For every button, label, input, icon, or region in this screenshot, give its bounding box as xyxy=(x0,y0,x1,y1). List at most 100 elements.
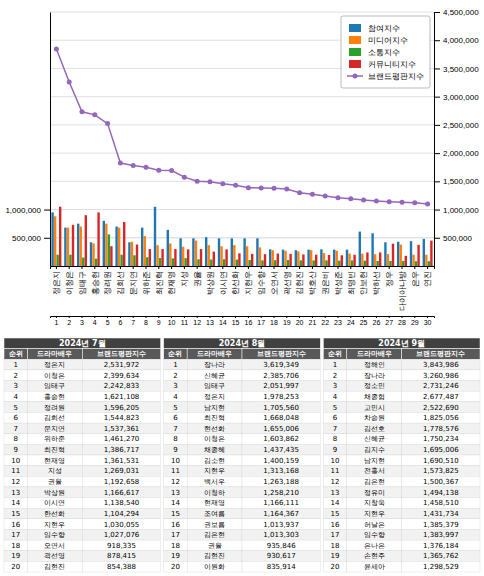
table-cell xyxy=(323,359,347,370)
tick: 500,000 xyxy=(434,234,472,243)
tick: 28 xyxy=(398,316,406,326)
table-cell-text: 2 xyxy=(173,372,177,380)
table-cell xyxy=(402,359,480,370)
table-cell xyxy=(82,476,160,487)
tick: 19 xyxy=(283,316,291,326)
tick-label: 은우 xyxy=(411,271,420,287)
grid-line xyxy=(50,153,434,154)
tick-label: 박성준 xyxy=(334,271,343,295)
bar xyxy=(417,245,419,266)
tick-label: 지성 xyxy=(180,271,189,287)
table-cell-text: 백서우 xyxy=(204,478,225,486)
table-cell xyxy=(28,402,83,413)
table-cell xyxy=(347,498,402,509)
tick-label: 2 xyxy=(67,319,71,326)
bar xyxy=(366,252,368,266)
table-cell-text: 1,825,056 xyxy=(423,414,459,422)
table-cell-text: 1,461,270 xyxy=(104,435,140,443)
table-cell xyxy=(347,423,402,434)
table-cell-text: 김선호 xyxy=(364,425,385,433)
table-cell-text: 지성 xyxy=(48,467,62,475)
legend-swatch xyxy=(353,74,358,79)
legend-label: 소통지수 xyxy=(368,48,400,57)
table-cell-text: 1,458,510 xyxy=(423,499,459,507)
table-cell xyxy=(402,487,480,498)
tick: 연진 xyxy=(423,266,432,287)
tick-mark xyxy=(69,266,70,269)
table-cell xyxy=(347,508,402,519)
table-cell xyxy=(82,412,160,423)
table-cell xyxy=(28,476,83,487)
table-cell-text: 12 xyxy=(11,478,20,486)
table-cell xyxy=(347,412,402,423)
bar xyxy=(412,255,414,266)
tick-label: 박하선 xyxy=(372,271,381,295)
table-cell xyxy=(242,359,320,370)
tick-label: 4 xyxy=(93,319,97,326)
tick-mark xyxy=(235,266,236,269)
table-cell xyxy=(242,423,320,434)
table-header: 드라마배우 xyxy=(197,350,232,358)
table-cell-text: 14 xyxy=(11,499,20,507)
table-cell xyxy=(402,540,480,551)
table-cell xyxy=(187,370,242,381)
bar xyxy=(251,254,253,266)
tick-label: 1,500,000 xyxy=(443,177,479,186)
table-cell xyxy=(347,434,402,445)
table-cell xyxy=(4,498,28,509)
tick: 500,000 xyxy=(12,234,50,243)
marker xyxy=(361,197,366,202)
bar xyxy=(236,260,238,266)
table-cell-text: 18 xyxy=(331,542,340,550)
table-cell-text: 1,621,108 xyxy=(104,393,140,401)
tick: 17 xyxy=(257,316,265,326)
grid xyxy=(50,12,434,238)
y-axis: 500,0001,000,000 xyxy=(5,13,50,267)
table-cell xyxy=(242,412,320,423)
tick-label: 임수향 xyxy=(257,271,266,295)
table-cell-text: 1,690,510 xyxy=(423,457,459,465)
table-cell xyxy=(242,529,320,540)
bar xyxy=(312,260,314,266)
table-cell xyxy=(323,529,347,540)
table-cell xyxy=(187,498,242,509)
bar xyxy=(69,255,71,266)
tick-mark xyxy=(427,316,428,318)
marker xyxy=(92,112,97,117)
table-cell-text: 2,522,690 xyxy=(423,404,459,412)
table-cell xyxy=(402,391,480,402)
table-cell-text: 채종혜 xyxy=(204,446,225,454)
table-cell xyxy=(28,391,83,402)
table-cell xyxy=(4,370,28,381)
tick-label: 500,000 xyxy=(12,234,41,243)
tick-mark xyxy=(325,266,326,269)
tick: 임태구 xyxy=(78,266,87,295)
legend: 참여지수미디어지수소통지수커뮤니티지수브랜드평판지수 xyxy=(341,16,430,88)
table-cell-text: 1,778,576 xyxy=(423,425,459,433)
tick: 오연서 xyxy=(270,266,279,295)
bar xyxy=(397,242,399,266)
table-cell-text: 10 xyxy=(331,457,340,465)
tick: 위하준 xyxy=(142,266,151,295)
bar xyxy=(402,261,404,266)
grid-line xyxy=(50,96,434,97)
table-cell-text: 18 xyxy=(171,542,180,550)
table-cell xyxy=(164,487,188,498)
table-cell xyxy=(4,487,28,498)
bar xyxy=(141,228,143,266)
bar xyxy=(197,259,199,266)
bar xyxy=(205,237,207,266)
table-cell xyxy=(4,423,28,434)
tick-label: 권율 xyxy=(193,271,202,287)
bar xyxy=(289,254,291,266)
marker xyxy=(131,163,136,168)
tick-label: 6 xyxy=(118,319,122,326)
tick: 3,500,000 xyxy=(434,65,479,74)
table-cell xyxy=(402,466,480,477)
bar xyxy=(123,222,125,266)
marker xyxy=(182,175,187,180)
table-cell xyxy=(402,444,480,455)
table-cell xyxy=(242,391,320,402)
tick-mark xyxy=(69,316,70,318)
tick-mark xyxy=(402,266,403,269)
